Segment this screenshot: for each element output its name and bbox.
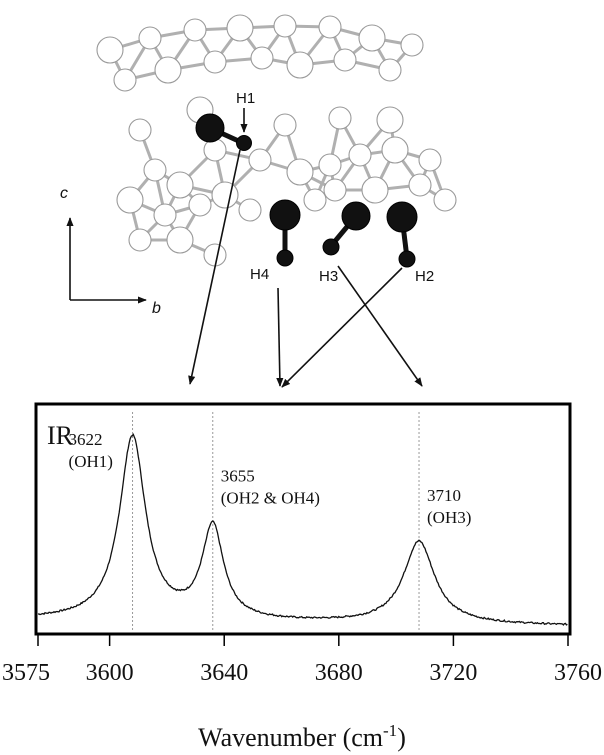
crystal-structure: H1 H2 H3 H4 <box>96 14 457 285</box>
peak-assignment-label: (OH3) <box>427 508 471 527</box>
lattice-atom <box>303 188 327 212</box>
lattice-atom <box>128 228 152 252</box>
c-axis-label: c <box>60 185 68 202</box>
lattice-atom <box>348 143 372 167</box>
lattice-atom <box>183 18 207 42</box>
hydrogen-atom-h4 <box>276 249 294 267</box>
lattice-atom <box>323 178 347 202</box>
spectrum-line <box>37 433 568 626</box>
peak-assignment-label: (OH2 & OH4) <box>221 489 320 508</box>
lattice-atom <box>333 48 357 72</box>
x-tick-label: 3640 <box>200 660 248 686</box>
b-axis-label: b <box>152 300 161 317</box>
lattice-atom <box>418 148 442 172</box>
oh3-assignment-arrow <box>337 265 423 387</box>
plot-frame <box>34 402 572 636</box>
oxygen-atom <box>341 201 371 231</box>
hydrogen-atom-h1 <box>236 135 252 151</box>
peak-value-label: 3655 <box>221 467 255 486</box>
x-tick-label: 3575 <box>2 660 50 686</box>
lattice-atom <box>328 106 352 130</box>
lattice-atoms <box>96 14 457 267</box>
oxygen-atom <box>269 199 301 231</box>
lattice-atom <box>361 176 389 204</box>
lattice-atom <box>226 14 254 42</box>
lattice-atom <box>286 51 314 79</box>
lattice-atom <box>138 26 162 50</box>
peak-assignment-label: (OH1) <box>69 452 113 471</box>
peak-marker-lines <box>132 412 420 630</box>
lattice-atom <box>273 14 297 38</box>
x-tick-label: 3680 <box>315 660 363 686</box>
lattice-atom <box>166 171 194 199</box>
lattice-atom <box>166 226 194 254</box>
lattice-atom <box>238 198 262 222</box>
assignment-arrows <box>188 149 423 388</box>
h4-label: H4 <box>250 266 269 283</box>
lattice-atom <box>143 158 167 182</box>
lattice-atom <box>286 158 314 186</box>
peak-value-label: 3710 <box>427 486 461 505</box>
lattice-atom <box>211 181 239 209</box>
lattice-atom <box>153 203 177 227</box>
x-tick-labels: 3575 3600 3640 3680 3720 3760 <box>2 660 602 686</box>
x-axis-title: Wavenumber (cm-1) <box>198 721 406 752</box>
lattice-atom <box>250 46 274 70</box>
oh2-assignment-arrow <box>281 267 403 388</box>
lattice-atom <box>381 136 409 164</box>
hydrogen-atom-h3 <box>322 238 340 256</box>
hydroxyl-groups <box>195 113 418 268</box>
h1-label: H1 <box>236 90 255 107</box>
lattice-atom <box>203 138 227 162</box>
lattice-atom <box>400 33 424 57</box>
lattice-atom <box>376 106 404 134</box>
panel-label: IR <box>47 421 74 450</box>
h2-label: H2 <box>415 268 434 285</box>
peak-labels: 3622 (OH1) 3655 (OH2 & OH4) 3710 (OH3) <box>69 430 472 527</box>
lattice-atom <box>248 148 272 172</box>
lattice-atom <box>318 15 342 39</box>
ir-spectrum-chart: IR 3622 (OH1) 3655 (OH2 & OH4) 3710 (OH3) 357… <box>2 402 602 752</box>
lattice-atom <box>433 188 457 212</box>
oxygen-atom <box>195 113 225 143</box>
lattice-atom <box>116 186 144 214</box>
lattice-atom <box>96 36 124 64</box>
lattice-atom <box>203 50 227 74</box>
hydrogen-atom-h2 <box>398 250 416 268</box>
x-tick-label: 3600 <box>86 660 134 686</box>
lattice-atom <box>408 173 432 197</box>
lattice-atom <box>378 58 402 82</box>
lattice-atom <box>128 118 152 142</box>
peak-value-label: 3622 <box>69 430 103 449</box>
oh1-assignment-arrow <box>188 149 241 385</box>
lattice-atom <box>358 24 386 52</box>
x-tick-label: 3720 <box>429 660 477 686</box>
x-tick-label: 3760 <box>554 660 602 686</box>
oh4-assignment-arrow <box>276 287 284 387</box>
oxygen-atom <box>386 201 418 233</box>
lattice-atom <box>113 68 137 92</box>
lattice-atom <box>203 243 227 267</box>
lattice-atom <box>154 56 182 84</box>
lattice-atom <box>188 193 212 217</box>
h3-label: H3 <box>319 268 338 285</box>
x-tick-marks <box>37 634 569 646</box>
lattice-atom <box>273 113 297 137</box>
lattice-atom <box>318 153 342 177</box>
crystal-axes: c b <box>60 185 161 317</box>
